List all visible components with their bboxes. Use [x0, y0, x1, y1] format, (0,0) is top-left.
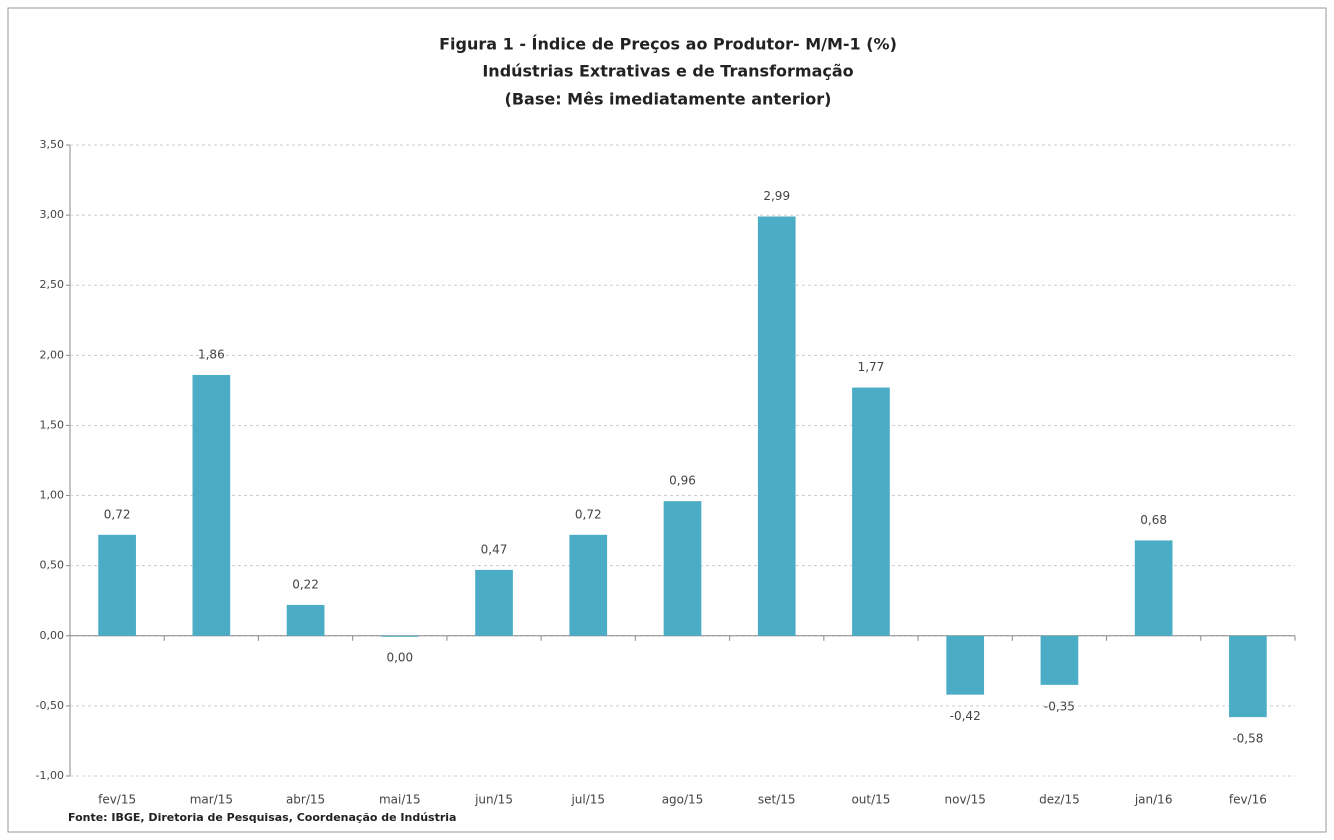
x-tick-label: fev/16	[1229, 793, 1267, 807]
source-note: Fonte: IBGE, Diretoria de Pesquisas, Coo…	[68, 811, 456, 824]
x-tick-label: jan/16	[1134, 793, 1173, 807]
value-label: -0,42	[950, 709, 981, 723]
bar	[569, 534, 608, 636]
bar	[663, 501, 702, 636]
bar	[475, 569, 513, 636]
bar	[380, 635, 419, 637]
y-tick-label: 2,50	[40, 278, 65, 291]
chart-title: Figura 1 - Índice de Preços ao Produtor-…	[439, 35, 897, 54]
value-label: 0,00	[386, 650, 413, 664]
y-tick-label: 1,50	[40, 418, 65, 431]
value-label: 0,72	[575, 507, 602, 521]
x-tick-label: out/15	[851, 793, 890, 807]
y-tick-label: 0,00	[40, 629, 65, 642]
value-label: 0,68	[1140, 513, 1167, 527]
x-tick-label: ago/15	[662, 793, 704, 807]
bar	[1134, 540, 1173, 636]
chart-subtitle: (Base: Mês imediatamente anterior)	[505, 90, 832, 109]
bar	[757, 216, 796, 636]
value-label: 1,77	[858, 360, 885, 374]
value-label: -0,35	[1044, 699, 1075, 713]
x-tick-label: mai/15	[379, 793, 421, 807]
value-label: 0,96	[669, 474, 696, 488]
value-label: 1,86	[198, 347, 225, 361]
y-tick-label: 3,50	[40, 138, 65, 151]
chart-subtitle: Indústrias Extrativas e de Transformação	[482, 62, 853, 81]
bar	[1040, 635, 1079, 685]
value-label: 0,72	[104, 507, 131, 521]
value-label: -0,58	[1232, 732, 1263, 746]
x-tick-label: abr/15	[286, 793, 325, 807]
x-tick-label: nov/15	[945, 793, 986, 807]
bar	[98, 534, 136, 636]
value-label: 0,22	[292, 577, 319, 591]
x-tick-label: jul/15	[570, 793, 605, 807]
y-tick-label: 3,00	[40, 208, 65, 221]
x-tick-label: mar/15	[190, 793, 233, 807]
x-tick-label: set/15	[758, 793, 796, 807]
y-tick-label: -0,50	[36, 699, 64, 712]
bar	[192, 374, 231, 636]
bar	[1229, 635, 1267, 718]
bar	[286, 604, 325, 636]
y-tick-label: -1,00	[36, 769, 64, 782]
x-tick-label: jun/15	[474, 793, 513, 807]
y-tick-label: 2,00	[40, 348, 65, 361]
x-tick-label: fev/15	[98, 793, 136, 807]
value-label: 2,99	[763, 189, 790, 203]
y-tick-label: 1,00	[40, 489, 65, 502]
bar	[946, 635, 985, 695]
value-label: 0,47	[481, 542, 508, 556]
y-tick-label: 0,50	[40, 559, 65, 572]
bar	[852, 387, 890, 636]
x-tick-label: dez/15	[1039, 793, 1080, 807]
